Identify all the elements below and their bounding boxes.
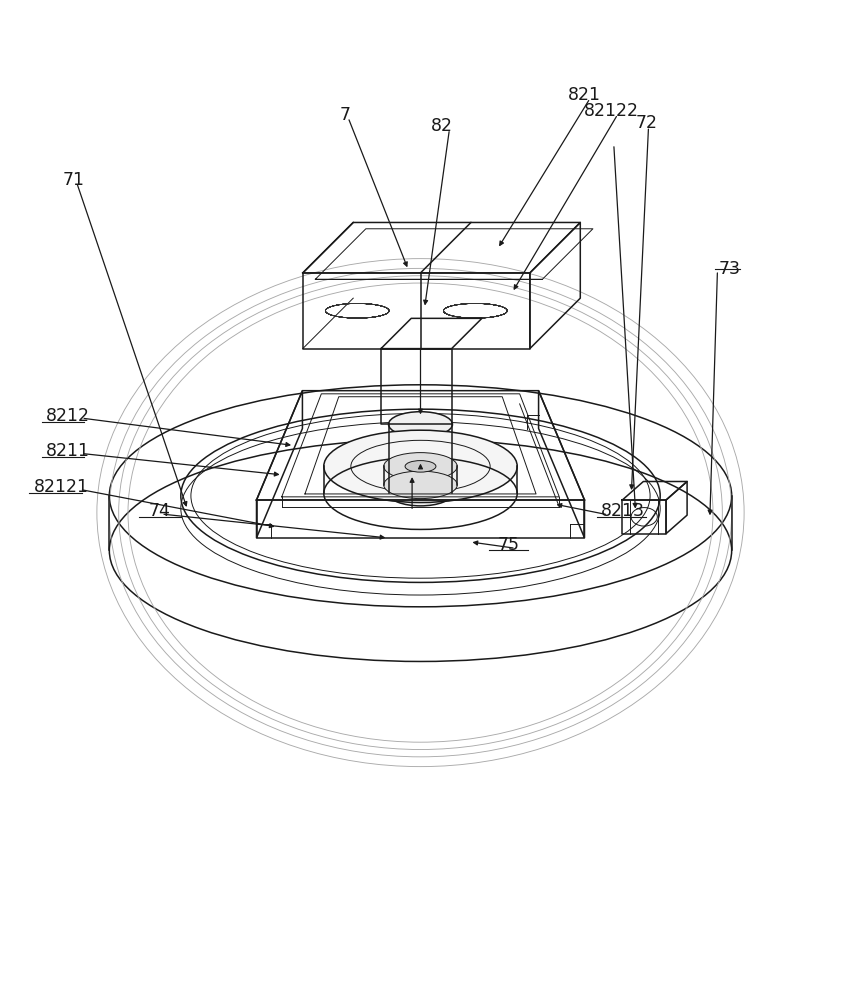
Ellipse shape bbox=[389, 481, 452, 506]
Text: 74: 74 bbox=[149, 502, 171, 520]
Text: 821: 821 bbox=[568, 86, 601, 104]
Ellipse shape bbox=[383, 471, 458, 499]
Ellipse shape bbox=[383, 453, 458, 480]
Text: 8212: 8212 bbox=[46, 407, 90, 425]
Text: 82: 82 bbox=[431, 117, 452, 135]
Ellipse shape bbox=[389, 412, 452, 437]
Ellipse shape bbox=[324, 430, 517, 503]
Text: 71: 71 bbox=[63, 171, 85, 189]
Text: 8213: 8213 bbox=[601, 502, 645, 520]
Text: 82121: 82121 bbox=[34, 478, 88, 496]
Text: 7: 7 bbox=[339, 106, 351, 124]
Text: 72: 72 bbox=[636, 114, 658, 132]
Text: 75: 75 bbox=[498, 536, 520, 554]
Text: 73: 73 bbox=[719, 260, 741, 278]
Text: 8211: 8211 bbox=[46, 442, 90, 460]
Text: 82122: 82122 bbox=[584, 102, 639, 120]
Ellipse shape bbox=[405, 461, 436, 472]
